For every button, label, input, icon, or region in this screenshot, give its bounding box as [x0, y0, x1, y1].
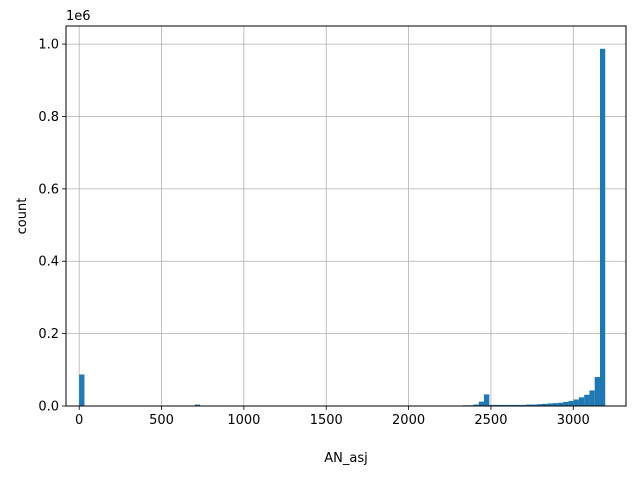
histogram-bar	[194, 404, 201, 406]
x-tick-label: 2000	[392, 413, 425, 428]
histogram-bars	[79, 48, 606, 407]
histogram-bar	[515, 404, 521, 406]
y-tick-label: 0.6	[38, 182, 59, 197]
x-tick-label: 2500	[474, 413, 507, 428]
histogram-bar	[489, 404, 495, 406]
histogram-bar	[473, 404, 479, 406]
histogram-bar	[499, 404, 506, 406]
y-axis-label: count	[15, 198, 30, 235]
histogram-bar	[542, 403, 548, 406]
histogram-bar	[478, 401, 485, 406]
histogram-bar	[505, 404, 511, 406]
y-tick-label: 0.4	[38, 255, 59, 270]
histogram-bar	[568, 400, 574, 406]
y-tick-label: 1.0	[38, 38, 59, 53]
grid-lines	[66, 26, 626, 407]
x-tick-label: 1500	[310, 413, 343, 428]
y-tick-label: 0.0	[38, 400, 59, 415]
histogram-bar	[547, 403, 553, 406]
y-axis-offset-label: 1e6	[66, 9, 91, 24]
x-tick-label: 500	[149, 413, 174, 428]
histogram-bar	[484, 394, 490, 406]
histogram-bar	[584, 394, 590, 406]
histogram-bar	[599, 48, 606, 407]
histogram-bar	[557, 402, 564, 406]
y-tick-label: 0.8	[38, 110, 59, 125]
histogram-bar	[526, 404, 532, 406]
plot-frame	[65, 25, 627, 407]
histogram-bar	[531, 404, 537, 406]
histogram-bar	[594, 377, 600, 406]
histogram-bar	[563, 402, 569, 406]
histogram-bar	[79, 374, 85, 406]
histogram-bar	[510, 404, 516, 406]
y-tick-label: 0.2	[38, 327, 59, 342]
histogram-bar	[589, 390, 595, 406]
x-tick-label: 3000	[557, 413, 590, 428]
histogram-bar	[552, 403, 558, 406]
histogram-bar	[536, 404, 542, 406]
histogram-bar	[494, 404, 500, 406]
histogram-bar	[578, 397, 585, 406]
x-tick-label: 1000	[227, 413, 260, 428]
x-tick-label: 0	[75, 413, 83, 428]
axis-ticks: 0 500 1000 1500 2000 2500 3000 0.0 0.2 0.4 0.6 0.8 1…	[38, 38, 590, 428]
histogram-bar	[573, 399, 579, 406]
x-axis-label: AN_asj	[324, 451, 367, 466]
histogram-bar	[520, 404, 527, 406]
